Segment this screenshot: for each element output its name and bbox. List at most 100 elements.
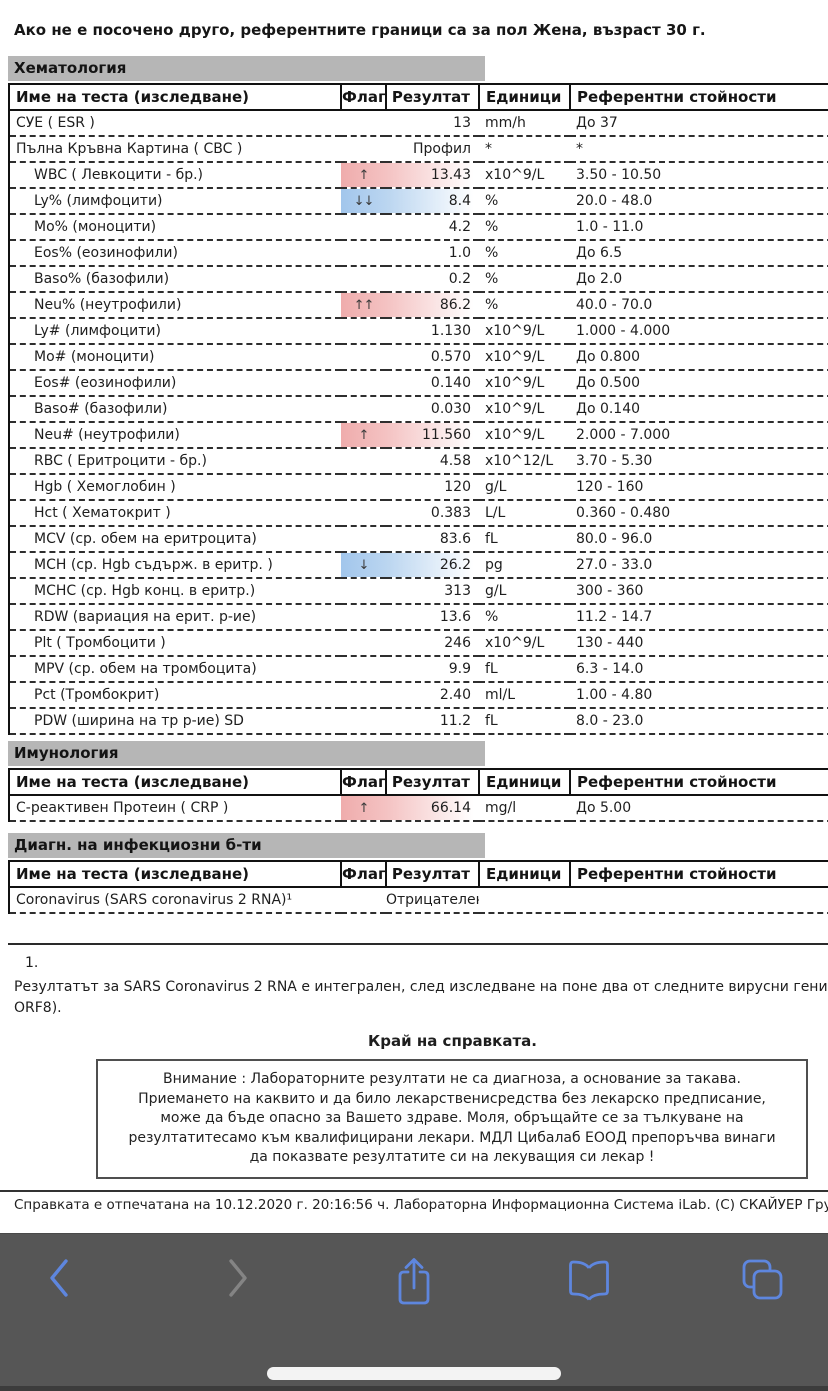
- result-cell: 13.43: [386, 162, 479, 189]
- reference-cell: До 0.500: [570, 370, 828, 397]
- table-row: Baso% (базофили) 0.2 % До 2.0: [9, 266, 828, 293]
- flag-cell: [341, 474, 386, 501]
- result-cell: 0.383: [386, 500, 479, 527]
- result-cell: 4.58: [386, 448, 479, 475]
- test-name-cell: MCHC (ср. Hgb конц. в еритр.): [9, 578, 341, 605]
- units-cell: x10^9/L: [479, 318, 570, 345]
- flag-cell: ↑: [341, 162, 386, 189]
- units-cell: g/L: [479, 474, 570, 501]
- units-cell: %: [479, 604, 570, 631]
- table-row: Neu# (неутрофили) ↑ 11.560 x10^9/L 2.000…: [9, 422, 828, 449]
- test-name-cell: Ly# (лимфоцити): [9, 318, 341, 345]
- report-sections: Хематология Име на теста (изследване) Фл…: [0, 56, 828, 914]
- flag-cell: ↑: [341, 422, 386, 449]
- table-row: MCH (ср. Hgb съдърж. в еритр. ) ↓ 26.2 p…: [9, 552, 828, 579]
- flag-cell: [341, 500, 386, 527]
- test-name-cell: Neu% (неутрофили): [9, 292, 341, 319]
- column-header-flag: Флаг: [341, 860, 387, 888]
- test-name-cell: Mo% (моноцити): [9, 214, 341, 241]
- reference-cell: До 2.0: [570, 266, 828, 293]
- report-section: Имунология Име на теста (изследване) Фла…: [0, 741, 828, 822]
- table-row: Ly# (лимфоцити) 1.130 x10^9/L 1.000 - 4.…: [9, 318, 828, 345]
- home-indicator[interactable]: [267, 1367, 561, 1380]
- units-cell: %: [479, 214, 570, 241]
- results-table: Име на теста (изследване) Флаг Резултат …: [8, 83, 828, 735]
- table-row: Coronavirus (SARS coronavirus 2 RNA)¹ От…: [9, 887, 828, 914]
- flag-cell: [341, 214, 386, 241]
- flag-cell: [341, 604, 386, 631]
- test-name-cell: WBC ( Левкоцити - бр.): [9, 162, 341, 189]
- table-row: Plt ( Тромбоцити ) 246 x10^9/L 130 - 440: [9, 630, 828, 657]
- result-cell: 11.560: [386, 422, 479, 449]
- result-cell: 313: [386, 578, 479, 605]
- flag-cell: ↓: [341, 552, 386, 579]
- reference-cell: 11.2 - 14.7: [570, 604, 828, 631]
- reference-cell: 1.000 - 4.000: [570, 318, 828, 345]
- section-title: Диагн. на инфекциозни б-ти: [8, 833, 485, 858]
- table-row: RDW (вариация на ерит. р-ие) 13.6 % 11.2…: [9, 604, 828, 631]
- units-cell: fL: [479, 656, 570, 683]
- table-row: Mo% (моноцити) 4.2 % 1.0 - 11.0: [9, 214, 828, 241]
- result-cell: 83.6: [386, 526, 479, 553]
- units-cell: fL: [479, 526, 570, 553]
- forward-button[interactable]: [225, 1257, 251, 1299]
- flag-cell: [341, 136, 386, 163]
- footnote-number: 1.: [25, 955, 39, 971]
- table-row: Пълна Кръвна Картина ( CBC ) Профил * *: [9, 136, 828, 163]
- units-cell: x10^9/L: [479, 370, 570, 397]
- back-button[interactable]: [46, 1257, 72, 1299]
- forward-chevron-icon: [225, 1257, 251, 1299]
- test-name-cell: MPV (ср. обем на тромбоцита): [9, 656, 341, 683]
- tabs-button[interactable]: [737, 1256, 787, 1304]
- result-cell: 13.6: [386, 604, 479, 631]
- test-name-cell: Eos% (еозинофили): [9, 240, 341, 267]
- column-header-test-name: Име на теста (изследване): [9, 860, 342, 888]
- result-cell: 2.40: [386, 682, 479, 709]
- share-button[interactable]: [393, 1253, 435, 1311]
- table-row: RBC ( Еритроцити - бр.) 4.58 x10^12/L 3.…: [9, 448, 828, 475]
- units-cell: pg: [479, 552, 570, 579]
- units-cell: fL: [479, 708, 570, 735]
- browser-toolbar: [0, 1233, 828, 1391]
- column-header-units: Единици: [479, 860, 571, 888]
- test-name-cell: Baso# (базофили): [9, 396, 341, 423]
- units-cell: [479, 887, 570, 914]
- report-section: Диагн. на инфекциозни б-ти Име на теста …: [0, 833, 828, 914]
- results-table: Име на теста (изследване) Флаг Резултат …: [8, 768, 828, 822]
- table-row: Neu% (неутрофили) ↑↑ 86.2 % 40.0 - 70.0: [9, 292, 828, 319]
- warning-box: Внимание : Лабораторните резултати не са…: [96, 1059, 808, 1179]
- flag-cell: [341, 344, 386, 371]
- test-name-cell: Baso% (базофили): [9, 266, 341, 293]
- reference-cell: 120 - 160: [570, 474, 828, 501]
- units-cell: %: [479, 188, 570, 215]
- test-name-cell: Coronavirus (SARS coronavirus 2 RNA)¹: [9, 887, 341, 914]
- test-name-cell: СУЕ ( ESR ): [9, 110, 341, 137]
- units-cell: x10^9/L: [479, 344, 570, 371]
- flag-cell: ↑: [341, 795, 386, 822]
- column-header-test-name: Име на теста (изследване): [9, 83, 342, 111]
- column-header-result: Резултат: [386, 83, 480, 111]
- result-cell: 0.570: [386, 344, 479, 371]
- table-row: PDW (ширина на тр р-ие) SD 11.2 fL 8.0 -…: [9, 708, 828, 735]
- flag-cell: [341, 708, 386, 735]
- table-row: Mo# (моноцити) 0.570 x10^9/L До 0.800: [9, 344, 828, 371]
- units-cell: x10^9/L: [479, 422, 570, 449]
- reference-cell: До 37: [570, 110, 828, 137]
- test-name-cell: Hct ( Хематокрит ): [9, 500, 341, 527]
- units-cell: %: [479, 266, 570, 293]
- result-cell: Профил: [386, 136, 479, 163]
- reference-cell: 300 - 360: [570, 578, 828, 605]
- table-row: Eos# (еозинофили) 0.140 x10^9/L До 0.500: [9, 370, 828, 397]
- flag-cell: [341, 887, 386, 914]
- units-cell: g/L: [479, 578, 570, 605]
- test-name-cell: Hgb ( Хемоглобин ): [9, 474, 341, 501]
- screen-bottom-edge: [0, 1386, 828, 1391]
- units-cell: x10^9/L: [479, 162, 570, 189]
- test-name-cell: Mo# (моноцити): [9, 344, 341, 371]
- bookmarks-button[interactable]: [564, 1257, 614, 1305]
- column-header-units: Единици: [479, 768, 571, 796]
- test-name-cell: PDW (ширина на тр р-ие) SD: [9, 708, 341, 735]
- units-cell: %: [479, 292, 570, 319]
- column-header-reference: Референтни стойности: [570, 83, 828, 111]
- column-header-reference: Референтни стойности: [570, 768, 828, 796]
